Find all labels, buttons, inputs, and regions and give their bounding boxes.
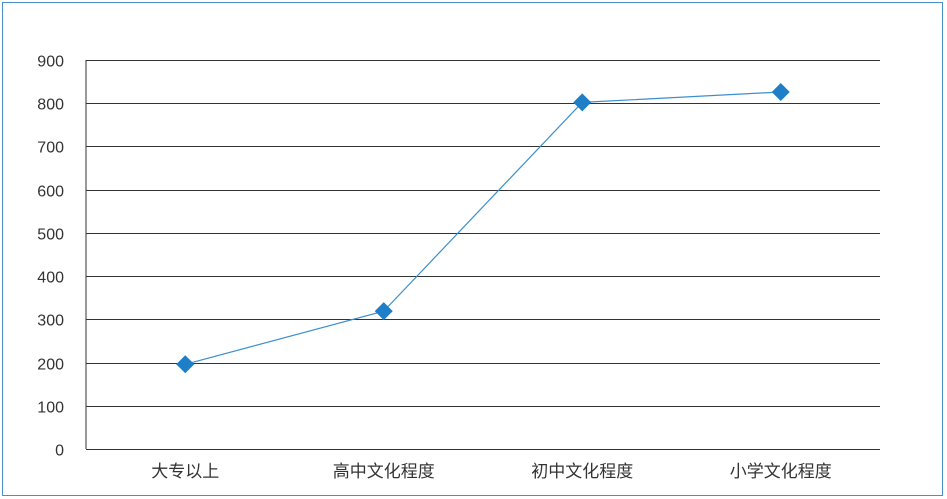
data-point-3 (771, 82, 790, 101)
x-tick-label-1: 高中文化程度 (333, 462, 435, 482)
x-tick-label-0: 大专以上 (151, 462, 219, 482)
y-axis-tick-labels: 0 100 200 300 400 500 600 700 800 900 (37, 54, 64, 460)
series-line (185, 91, 781, 365)
gridlines (85, 60, 880, 450)
y-tick-label-900: 900 (37, 54, 64, 71)
y-tick-label-500: 500 (37, 227, 64, 244)
x-tick-label-2: 初中文化程度 (531, 462, 633, 482)
y-tick-label-200: 200 (37, 357, 64, 374)
y-tick-label-100: 100 (37, 400, 64, 417)
x-axis-tick-labels: 大专以上 高中文化程度 初中文化程度 小学文化程度 (151, 462, 832, 482)
y-tick-label-800: 800 (37, 97, 64, 114)
data-point-1 (374, 302, 393, 321)
data-point-0 (176, 355, 195, 374)
y-tick-label-700: 700 (37, 140, 64, 157)
y-tick-label-0: 0 (55, 443, 64, 460)
y-tick-label-300: 300 (37, 313, 64, 330)
series-markers (176, 82, 790, 374)
y-tick-label-400: 400 (37, 270, 64, 287)
data-point-2 (573, 93, 592, 112)
x-tick-label-3: 小学文化程度 (730, 462, 832, 482)
series-line-path (185, 91, 781, 365)
y-tick-label-600: 600 (37, 184, 64, 201)
